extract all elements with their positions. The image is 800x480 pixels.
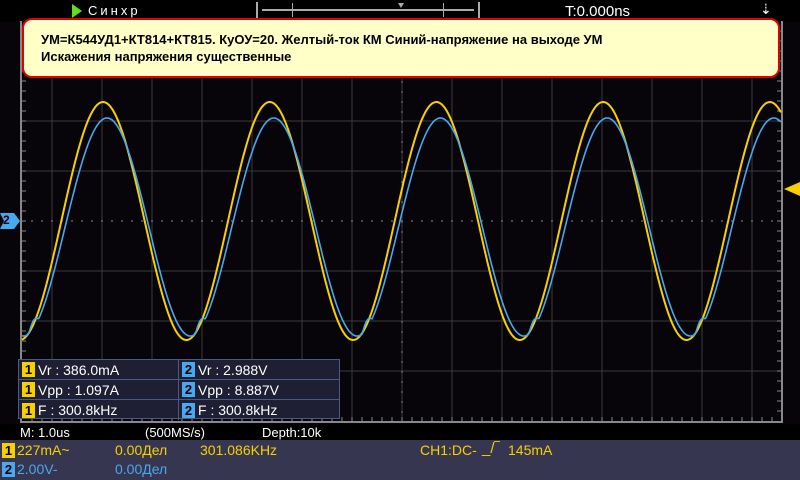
ch2-badge: 2 <box>182 362 195 377</box>
ch2-vr: 2 Vr : 2.988V <box>179 360 339 379</box>
memory-window <box>292 3 444 17</box>
ch2-vpp: 2 Vpp : 8.887V <box>179 380 339 399</box>
measurement-value: Vr : 386.0mA <box>38 361 120 378</box>
ch2-waveform <box>21 117 782 337</box>
trigger-level-marker[interactable] <box>784 182 800 196</box>
measurement-row: 1 Vpp : 1.097A 2 Vpp : 8.887V <box>19 380 339 400</box>
measurement-value: F : 300.8kHz <box>198 402 278 418</box>
measurement-panel: 1 Vr : 386.0mA 2 Vr : 2.988V 1 Vpp : 1.097A… <box>18 359 340 420</box>
frequency-counter: 301.086KHz <box>200 442 278 458</box>
ch2-badge: 2 <box>182 382 195 397</box>
note-box: УМ=К544УД1+КТ814+КТ815. КуОУ=20. Желтый-… <box>22 18 780 78</box>
note-line-2: Искажения напряжения существенные <box>41 49 292 64</box>
usb-icon: ⇣ <box>760 1 772 17</box>
ch1-badge: 1 <box>22 362 35 377</box>
memory-bar-line <box>262 9 474 11</box>
ch1-vpp: 1 Vpp : 1.097A <box>19 380 179 399</box>
channel-status-bar: 1 227mA~ 0.00Дел 301.086KHz CH1:DC- _/‾ … <box>0 440 800 480</box>
measurement-value: Vpp : 8.887V <box>198 381 279 398</box>
ch1-badge[interactable]: 1 <box>2 443 15 458</box>
ch1-vr: 1 Vr : 386.0mA <box>19 360 179 379</box>
ch2-offset: 0.00Дел <box>115 461 168 477</box>
acquisition-info: M: 1.0us (500MS/s) Depth:10k <box>0 424 800 441</box>
measurement-row: 1 Vr : 386.0mA 2 Vr : 2.988V <box>19 360 339 380</box>
timebase[interactable]: M: 1.0us <box>20 425 70 440</box>
note-line-1: УМ=К544УД1+КТ814+КТ815. КуОУ=20. Желтый-… <box>41 32 603 47</box>
rising-edge-icon: _/‾ <box>482 440 500 457</box>
trigger-level: 145mA <box>508 442 553 458</box>
sample-rate: (500MS/s) <box>145 425 205 440</box>
trigger-source[interactable]: CH1:DC- <box>420 442 477 458</box>
memory-position-bar[interactable] <box>256 2 480 18</box>
ch2-badge[interactable]: 2 <box>2 462 15 477</box>
ch2-level-marker[interactable]: 2 <box>0 213 20 229</box>
ch1-badge: 1 <box>22 402 35 418</box>
ch2-badge: 2 <box>182 402 195 418</box>
ch1-badge: 1 <box>22 382 35 397</box>
measurement-value: Vr : 2.988V <box>198 361 268 378</box>
time-offset: T:0.000ns <box>565 3 631 20</box>
trigger-status: Синхр <box>88 3 141 18</box>
ch2-scale[interactable]: 2.00V- <box>17 461 58 477</box>
trigger-position-marker <box>398 3 404 8</box>
ch1-scale[interactable]: 227mA~ <box>17 442 70 458</box>
measurement-value: Vpp : 1.097A <box>38 381 119 398</box>
ch1-offset: 0.00Дел <box>115 442 168 458</box>
ch1-waveform <box>21 100 782 342</box>
memory-depth: Depth:10k <box>262 425 322 440</box>
measurement-value: F : 300.8kHz <box>38 402 118 418</box>
top-bar <box>0 0 800 22</box>
play-triangle-icon[interactable] <box>72 4 82 18</box>
